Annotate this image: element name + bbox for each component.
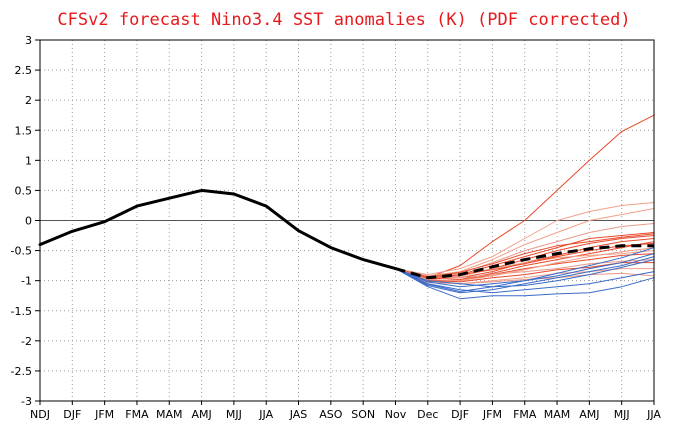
observed-series-layer [38,188,397,271]
x-tick-label: SON [351,408,375,421]
x-tick-label: MAM [544,408,571,421]
x-tick-label: AMJ [579,408,599,421]
y-axis-ticks: 3 2.5 2 1.5 1 0.5 0 -0.5 -1 -1.5 -2 -2.5 -3 [11,34,40,408]
x-tick-label: FMA [513,408,537,421]
ensemble-member-line-20 [395,268,655,300]
x-tick-label: NDJ [30,408,50,421]
ensemble-member-line-23 [395,259,655,288]
x-tick-label: Nov [385,408,407,421]
y-tick-label: -1.5 [11,305,32,318]
observed-line [38,188,397,271]
ensemble-mean-line [395,244,654,280]
ensemble-member-line-14 [395,268,655,285]
x-tick-label: DJF [451,408,469,421]
y-tick-label: 2 [25,94,32,107]
x-tick-label: JJA [258,408,273,421]
x-tick-label: FMA [125,408,149,421]
y-tick-label: -0.5 [11,245,32,258]
y-tick-label: 2.5 [15,64,33,77]
x-tick-label: MJJ [614,408,630,421]
ensemble-member-line-2 [395,202,655,276]
ensemble-member-line-1 [395,114,655,279]
ensemble-mean-layer [395,244,654,280]
y-tick-label: 1.5 [15,124,33,137]
x-tick-label: DJF [63,408,81,421]
x-tick-label: MJJ [226,408,242,421]
ensemble-member-line-17 [395,247,655,282]
y-tick-label: 0 [25,215,32,228]
y-tick-label: -2.5 [11,365,32,378]
ensemble-member-line-15 [395,242,655,279]
y-tick-label: 0.5 [15,184,33,197]
x-tick-label: Dec [417,408,438,421]
x-tick-label: JFM [94,408,114,421]
y-tick-label: -3 [21,395,32,408]
x-tick-label: ASO [319,408,343,421]
y-tick-label: 1 [25,154,32,167]
ensemble-member-line-16 [395,233,655,278]
y-tick-label: -2 [21,335,32,348]
x-tick-label: AMJ [191,408,211,421]
x-tick-label: JAS [289,408,308,421]
x-axis-ticks: NDJ DJF JFM FMA MAM AMJ MJJ JJA JAS ASO SON Nov Dec D… [30,401,661,421]
ensemble-member-line-22 [395,247,655,292]
x-tick-label: JJA [646,408,661,421]
ensemble-member-line-18 [395,268,655,294]
ensemble-members-layer [395,114,655,300]
y-tick-label: -1 [21,275,32,288]
x-tick-label: MAM [156,408,183,421]
ensemble-member-line-3 [395,208,655,277]
chart-title: CFSv2 forecast Nino3.4 SST anomalies (K)… [57,10,630,30]
x-tick-label: JFM [482,408,502,421]
y-tick-label: 3 [25,34,32,47]
ensemble-member-line-19 [395,256,655,294]
